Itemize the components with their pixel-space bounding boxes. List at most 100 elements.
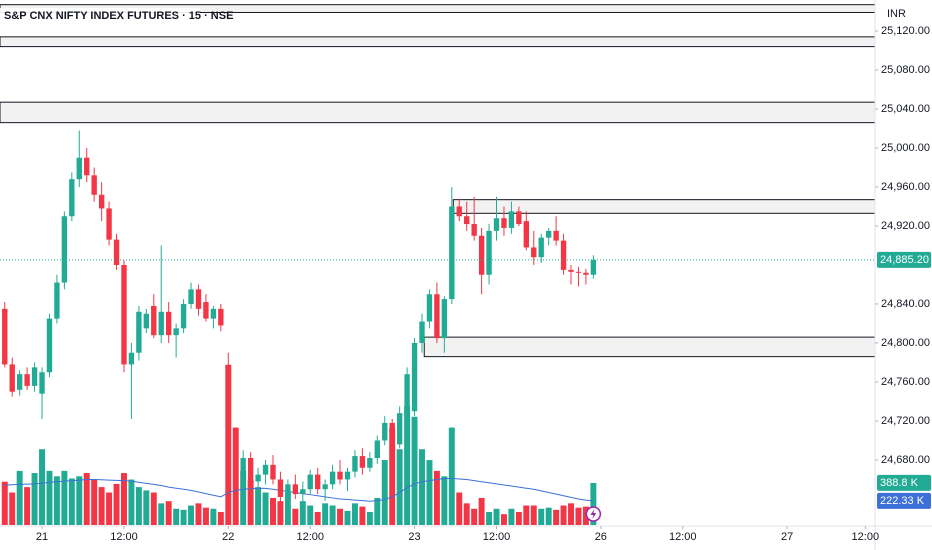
- candle-body: [538, 237, 544, 258]
- volume-bar: [500, 514, 507, 525]
- volume-bar: [68, 478, 75, 525]
- volume-bar: [217, 512, 224, 525]
- volume-ma-box: [877, 492, 931, 509]
- volume-bar: [39, 449, 46, 525]
- last-volume-box: [877, 474, 931, 491]
- axes: 25,120.00 25,080.00 25,040.00 25,000.00 24,9…: [36, 25, 931, 543]
- candle-body: [218, 308, 224, 326]
- volume-bar: [344, 510, 351, 525]
- candle-body: [508, 211, 515, 228]
- candle-body: [91, 175, 97, 195]
- volume-bar: [128, 479, 135, 525]
- volume-bar: [478, 497, 485, 525]
- volume-bar: [351, 503, 358, 525]
- candle-body: [464, 216, 470, 225]
- candle-body: [2, 308, 8, 365]
- volume-bar: [76, 476, 83, 525]
- y-tick-label: 25,040.00: [881, 103, 930, 115]
- price-zone: [452, 199, 876, 214]
- volume-bar: [359, 506, 366, 525]
- candle-body: [590, 259, 597, 275]
- volume-bar: [106, 492, 113, 525]
- volume-bar: [158, 503, 165, 525]
- y-tick-label: 24,800.00: [881, 337, 930, 349]
- y-tick-label: 25,000.00: [881, 142, 930, 154]
- volume-bar: [299, 501, 306, 525]
- candle-body: [367, 458, 373, 468]
- x-tick-label: 27: [781, 531, 793, 543]
- candle-body: [270, 464, 276, 480]
- candle-body: [478, 235, 485, 275]
- volume-bar: [508, 508, 515, 525]
- candle-body: [54, 282, 60, 319]
- volume-bar: [210, 508, 217, 525]
- candle-body: [240, 458, 246, 472]
- volume-bar: [91, 479, 98, 525]
- candle-body: [151, 305, 157, 336]
- volume-bar: [173, 508, 180, 525]
- volume-bar: [419, 449, 425, 525]
- candle-body: [106, 208, 112, 240]
- volume-bar: [277, 501, 284, 525]
- volume-ma-line: [4, 477, 594, 502]
- x-tick-label: 26: [595, 531, 607, 543]
- y-tick-label: 24,680.00: [881, 454, 930, 466]
- candle-body: [486, 230, 492, 275]
- candle-body: [523, 221, 529, 248]
- candle-body: [516, 211, 522, 225]
- volume-bar: [53, 476, 60, 525]
- x-tick-label: 12:00: [110, 531, 138, 543]
- volume-bar: [575, 507, 582, 525]
- volume-bar: [61, 470, 68, 525]
- last-price-box: [877, 251, 931, 268]
- candle-body: [31, 367, 38, 386]
- candle-body: [292, 484, 299, 495]
- candle-body: [24, 374, 30, 386]
- candle-body: [128, 352, 135, 365]
- candle-body: [315, 474, 321, 490]
- volume-bar: [83, 473, 90, 525]
- volume-bar: [456, 492, 463, 525]
- volume-bar: [337, 508, 344, 525]
- volume-bar: [1, 481, 8, 525]
- volume-bar: [188, 505, 195, 525]
- volume-bar: [329, 505, 336, 525]
- volume-bar: [255, 487, 262, 525]
- volume-bar: [46, 470, 53, 525]
- candle-body: [165, 311, 172, 336]
- candle-body: [382, 422, 388, 441]
- y-tick-label: 24,960.00: [881, 181, 930, 193]
- volume-bar: [262, 492, 269, 525]
- candle-body: [344, 471, 351, 480]
- candle-body: [113, 239, 120, 265]
- volume-bar: [195, 503, 202, 525]
- volume-bar: [9, 492, 16, 525]
- price-zone: [423, 336, 876, 358]
- candle-body: [16, 374, 23, 390]
- volume-bar: [553, 509, 560, 525]
- volume-bar: [426, 460, 433, 525]
- price-zone: [0, 101, 876, 124]
- volume-bar: [404, 405, 411, 525]
- candle-body: [560, 240, 567, 270]
- y-tick-label: 24,920.00: [881, 220, 930, 232]
- volume-bar: [202, 507, 209, 525]
- candle-body: [262, 464, 269, 475]
- volume-bar: [180, 509, 187, 525]
- candle-body: [553, 230, 559, 241]
- candle-body: [210, 308, 217, 319]
- volume-bar: [240, 470, 247, 525]
- candle-body: [76, 157, 82, 180]
- y-tick-label: 25,120.00: [881, 25, 930, 37]
- volume-bar: [441, 476, 448, 525]
- volume-bar: [16, 470, 23, 525]
- chart-title: S&P CNX NIFTY INDEX FUTURES · 15 · NSE: [4, 10, 233, 22]
- plot: [0, 4, 876, 525]
- candle-body: [389, 422, 395, 445]
- volume-bar: [590, 482, 597, 525]
- title-backdrop: [0, 8, 200, 24]
- candle-body: [374, 440, 380, 459]
- volume-bar: [530, 505, 537, 525]
